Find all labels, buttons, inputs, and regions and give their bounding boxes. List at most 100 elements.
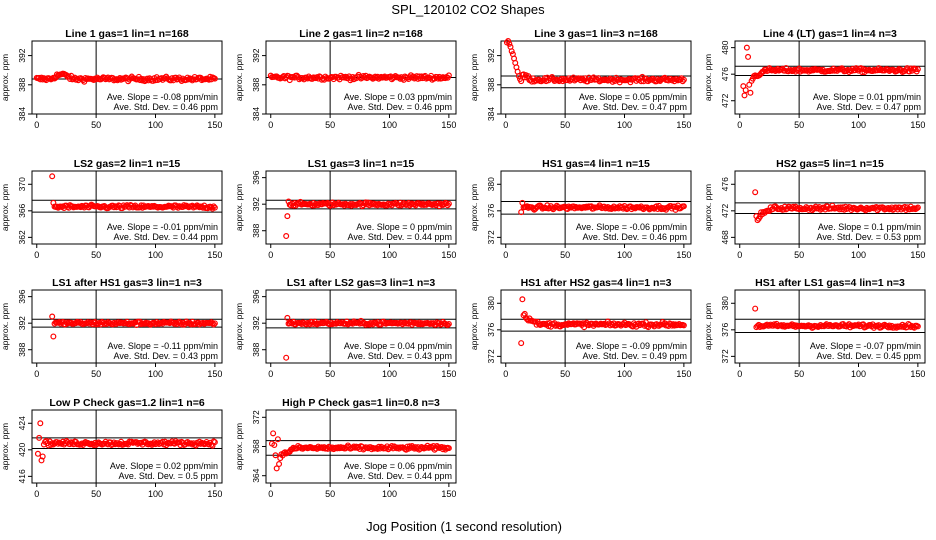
data-point	[914, 323, 921, 330]
panel-title: HS1 after LS1 gas=4 lin=1 n=3	[755, 277, 905, 289]
data-point	[37, 420, 44, 427]
plot-frame	[734, 40, 926, 115]
slope-annotation: Ave. Slope = -0.07 ppm/min	[810, 341, 921, 351]
y-tick-label: 370	[17, 177, 27, 191]
y-tick-label: 388	[17, 342, 27, 356]
y-tick-label: 384	[486, 107, 496, 121]
stddev-annotation: Ave. Std. Dev. = 0.53 ppm	[817, 232, 921, 242]
y-axis-label: approx. ppm	[0, 54, 10, 101]
data-point	[747, 89, 754, 96]
panel-title: LS2 gas=2 lin=1 n=15	[74, 158, 181, 170]
y-tick-label: 380	[486, 296, 496, 310]
y-tick-label: 364	[251, 468, 261, 482]
data-point	[518, 209, 525, 216]
y-tick-label: 392	[17, 48, 27, 62]
panel-title: HS1 gas=4 lin=1 n=15	[542, 158, 650, 170]
x-tick-label: 150	[207, 369, 222, 379]
panel-title: HS2 gas=5 lin=1 n=15	[776, 158, 884, 170]
x-tick-label: 50	[325, 250, 335, 260]
data-point	[270, 430, 277, 437]
data-point	[518, 78, 525, 85]
data-point	[271, 442, 278, 449]
x-tick-label: 150	[441, 120, 456, 130]
x-tick-label: 150	[441, 489, 456, 499]
x-tick-label: 150	[207, 120, 222, 130]
panel-1: Line 1 gas=1 lin=1 n=168 approx. ppm 0 50 10…	[0, 28, 223, 130]
x-tick-label: 50	[91, 250, 101, 260]
data-point	[445, 200, 452, 207]
stddev-annotation: Ave. Std. Dev. = 0.43 ppm	[114, 351, 218, 361]
x-tick-label: 0	[34, 489, 39, 499]
data-point	[530, 205, 537, 212]
x-tick-label: 150	[676, 120, 691, 130]
x-tick-label: 0	[503, 250, 508, 260]
stddev-annotation: Ave. Std. Dev. = 0.47 ppm	[583, 102, 687, 112]
data-point	[854, 66, 861, 73]
y-axis-label: approx. ppm	[0, 423, 10, 470]
panel-title: High P Check gas=1 lin=0.8 n=3	[282, 397, 440, 409]
x-tick-label: 0	[268, 369, 273, 379]
x-tick-label: 100	[617, 250, 632, 260]
y-tick-label: 372	[251, 410, 261, 424]
y-tick-label: 396	[251, 289, 261, 303]
y-tick-label: 376	[486, 203, 496, 217]
data-point	[39, 453, 46, 460]
y-tick-label: 392	[486, 48, 496, 62]
data-point	[176, 439, 183, 446]
y-tick-label: 392	[251, 316, 261, 330]
x-tick-label: 100	[148, 489, 163, 499]
stddev-annotation: Ave. Std. Dev. = 0.5 ppm	[119, 471, 218, 481]
y-tick-label: 380	[720, 296, 730, 310]
slope-annotation: Ave. Slope = 0.01 ppm/min	[813, 92, 921, 102]
figure-xlabel: Jog Position (1 second resolution)	[366, 519, 562, 534]
data-point	[283, 354, 290, 361]
panel-title: Line 2 gas=1 lin=2 n=168	[299, 28, 423, 40]
x-tick-label: 0	[503, 369, 508, 379]
data-point	[445, 320, 452, 327]
x-tick-label: 50	[794, 369, 804, 379]
panel-8: HS2 gas=5 lin=1 n=15 approx. ppm 0 50 100 150…	[703, 158, 926, 260]
panel-title: Line 4 (LT) gas=1 lin=4 n=3	[763, 28, 897, 40]
x-tick-label: 50	[794, 120, 804, 130]
x-tick-label: 0	[737, 250, 742, 260]
x-tick-label: 0	[268, 489, 273, 499]
y-axis-label: approx. ppm	[469, 184, 479, 231]
data-point	[752, 189, 759, 196]
panel-title: LS1 after HS1 gas=3 lin=1 n=3	[52, 277, 202, 289]
data-point	[273, 465, 280, 472]
x-tick-label: 50	[560, 250, 570, 260]
plot-frame	[31, 409, 223, 484]
data-point	[276, 461, 283, 468]
panel-title: LS1 after LS2 gas=3 lin=1 n=3	[287, 277, 436, 289]
x-tick-label: 50	[91, 369, 101, 379]
data-point	[396, 74, 403, 81]
x-tick-label: 0	[737, 120, 742, 130]
y-tick-label: 376	[720, 322, 730, 336]
x-tick-label: 100	[382, 120, 397, 130]
data-point	[742, 87, 749, 94]
data-point	[55, 440, 62, 447]
y-tick-label: 376	[486, 322, 496, 336]
panel-6: LS1 gas=3 lin=1 n=15 approx. ppm 0 50 100 150…	[234, 158, 457, 260]
x-tick-label: 150	[441, 369, 456, 379]
data-point	[431, 201, 438, 208]
plot-frame	[265, 289, 457, 364]
stddev-annotation: Ave. Std. Dev. = 0.44 ppm	[348, 232, 452, 242]
x-tick-label: 0	[268, 250, 273, 260]
panel-12: HS1 after LS1 gas=4 lin=1 n=3 approx. ppm…	[703, 277, 926, 379]
x-tick-label: 0	[34, 120, 39, 130]
slope-annotation: Ave. Slope = 0.05 ppm/min	[579, 92, 687, 102]
y-axis-label: approx. ppm	[703, 303, 713, 350]
data-point	[745, 53, 752, 60]
plot-frame	[500, 40, 692, 115]
slope-annotation: Ave. Slope = 0.03 ppm/min	[344, 92, 452, 102]
y-tick-label: 396	[251, 170, 261, 184]
data-point	[49, 173, 56, 180]
y-tick-label: 420	[17, 442, 27, 456]
stddev-annotation: Ave. Std. Dev. = 0.43 ppm	[348, 351, 452, 361]
data-point	[518, 340, 525, 347]
x-tick-label: 100	[851, 369, 866, 379]
panel-title: Low P Check gas=1.2 lin=1 n=6	[49, 397, 204, 409]
panel-3: Line 3 gas=1 lin=3 n=168 approx. ppm 0 50 10…	[469, 28, 692, 130]
